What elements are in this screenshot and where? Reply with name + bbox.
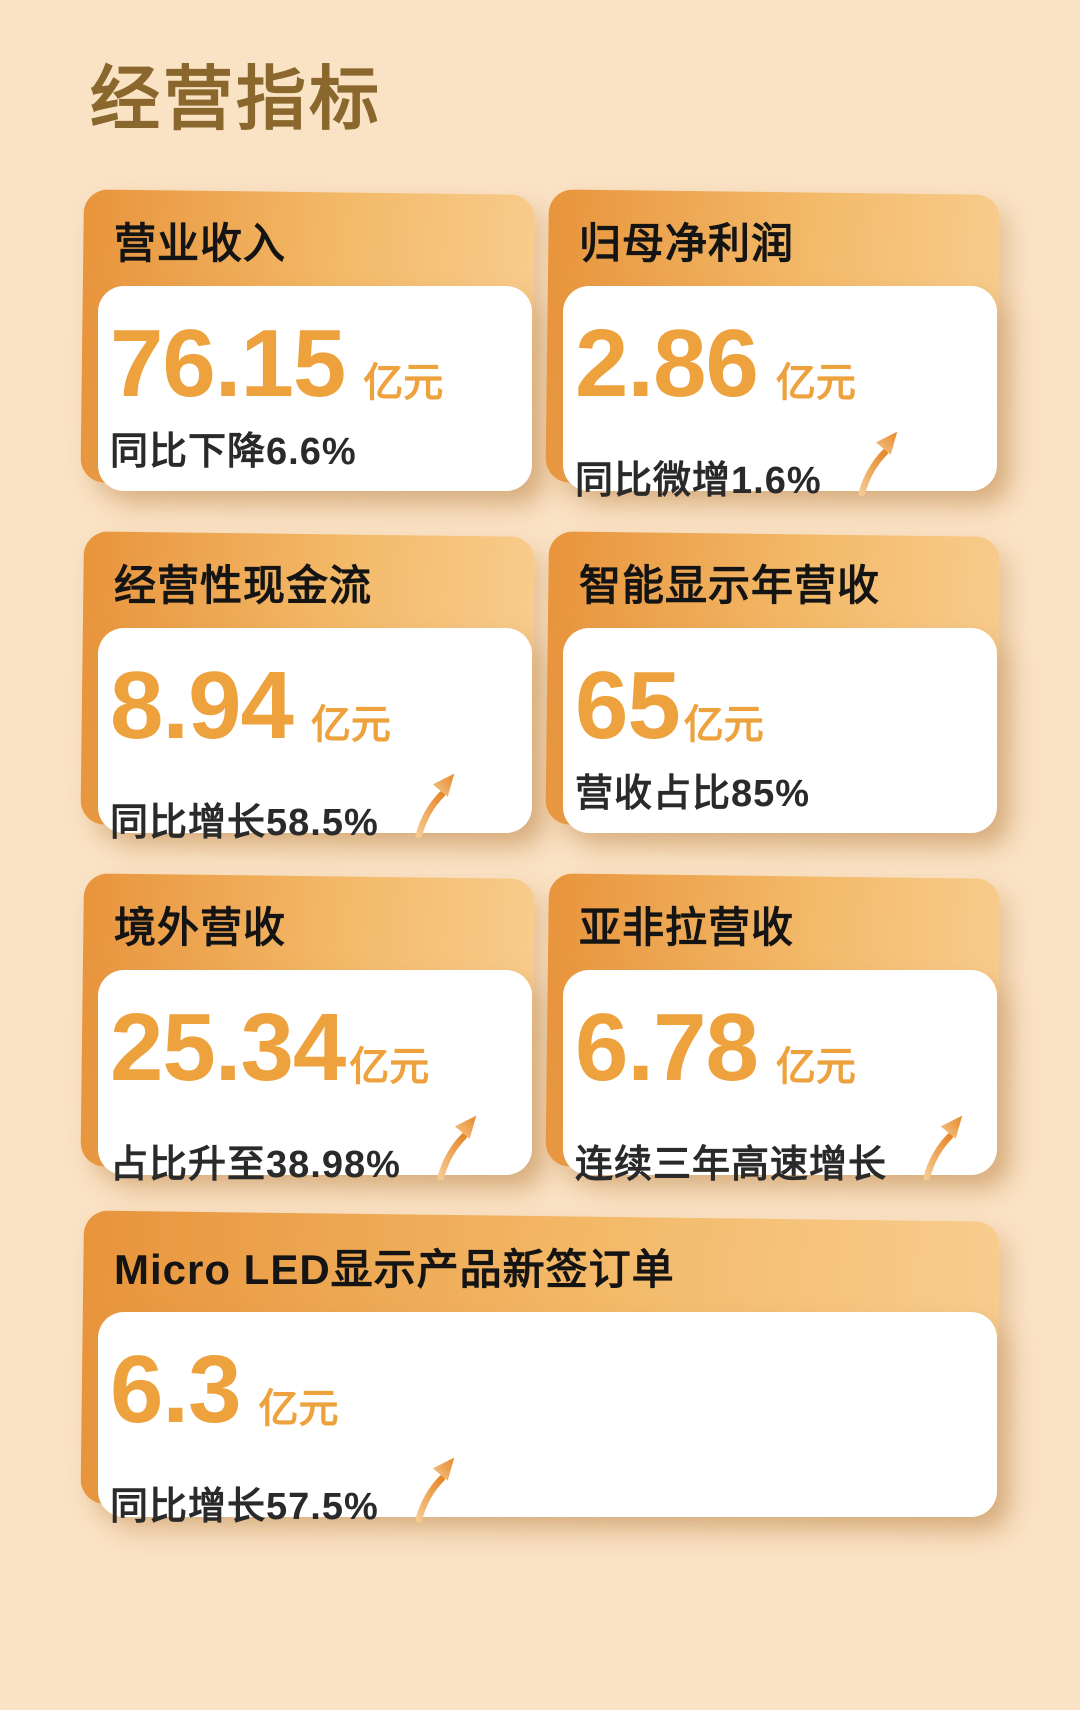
metric-value: 6.78 <box>575 994 759 1102</box>
card-title: 经营性现金流 <box>114 561 373 609</box>
card-body: 2.86 亿元 同比微增1.6% <box>563 286 997 502</box>
metric-unit: 亿元 <box>683 703 764 748</box>
metric-card-micro-led-orders: Micro LED显示产品新签订单 6.3 亿元 同比增长57.5% <box>80 1210 1000 1528</box>
card-header: 归母净利润 <box>563 194 997 286</box>
metric-note: 同比微增1.6% <box>575 459 822 502</box>
up-trend-arrow-icon <box>923 1115 963 1181</box>
metric-note: 同比增长57.5% <box>110 1485 379 1528</box>
card-body: 6.78 亿元 连续三年高速增长 <box>563 970 997 1186</box>
metric-card-operating-cash-flow: 经营性现金流 8.94 亿元 同比增长58.5% <box>80 531 535 844</box>
card-title: 营业收入 <box>114 219 287 267</box>
metric-value-row: 8.94 亿元 <box>110 658 514 754</box>
metric-value: 6.3 <box>110 1336 241 1444</box>
metric-note: 占比升至38.98% <box>110 1143 401 1186</box>
metric-value: 65 <box>575 652 681 760</box>
card-body: 6.3 亿元 同比增长57.5% <box>98 1312 997 1528</box>
card-title: 亚非拉营收 <box>579 903 795 951</box>
metric-note: 同比增长58.5% <box>110 801 379 844</box>
up-trend-arrow-icon <box>437 1115 477 1181</box>
metric-value-row: 65 亿元 <box>575 658 979 754</box>
card-header: 亚非拉营收 <box>563 878 997 970</box>
metric-card-asia-africa-latam-revenue: 亚非拉营收 6.78 亿元 连续三年高速增长 <box>545 873 1000 1186</box>
card-title: 境外营收 <box>114 903 287 951</box>
card-body: 8.94 亿元 同比增长58.5% <box>98 628 532 844</box>
metric-note: 连续三年高速增长 <box>575 1143 888 1186</box>
card-body: 76.15 亿元 同比下降6.6% <box>98 286 532 492</box>
metric-value: 2.86 <box>575 310 759 418</box>
metric-unit: 亿元 <box>310 703 391 748</box>
metric-note-row: 连续三年高速增长 <box>575 1114 979 1188</box>
card-header: 经营性现金流 <box>98 536 532 628</box>
card-header: Micro LED显示产品新签订单 <box>98 1220 997 1312</box>
metric-note-row: 占比升至38.98% <box>110 1114 514 1188</box>
metric-value-row: 6.3 亿元 <box>110 1342 979 1438</box>
metric-unit: 亿元 <box>775 1045 856 1090</box>
metric-note-row: 营收占比85% <box>575 772 979 818</box>
infographic-page: 经营指标 营业收入 76.15 亿元 同比下降6.6% 归母净利润 <box>80 60 1000 1528</box>
metric-note: 营收占比85% <box>575 773 811 816</box>
card-title: 归母净利润 <box>579 219 795 267</box>
metric-card-smart-display-revenue: 智能显示年营收 65 亿元 营收占比85% <box>545 531 1000 834</box>
card-header: 境外营收 <box>98 878 532 970</box>
metric-card-operating-revenue: 营业收入 76.15 亿元 同比下降6.6% <box>80 189 535 492</box>
metric-value: 25.34 <box>110 994 346 1102</box>
metric-unit: 亿元 <box>258 1387 339 1432</box>
metric-value-row: 25.34 亿元 <box>110 1000 514 1096</box>
metric-value-row: 2.86 亿元 <box>575 316 979 412</box>
metric-note-row: 同比微增1.6% <box>575 430 979 504</box>
card-body: 65 亿元 营收占比85% <box>563 628 997 834</box>
metric-note-row: 同比增长57.5% <box>110 1456 979 1530</box>
card-header: 营业收入 <box>98 194 532 286</box>
card-body: 25.34 亿元 占比升至38.98% <box>98 970 532 1186</box>
metric-card-net-profit: 归母净利润 2.86 亿元 同比微增1.6% <box>545 189 1000 502</box>
card-title: Micro LED显示产品新签订单 <box>114 1245 675 1293</box>
metrics-grid: 营业收入 76.15 亿元 同比下降6.6% 归母净利润 2.86 <box>80 189 1000 1528</box>
metric-unit: 亿元 <box>349 1045 430 1090</box>
card-header: 智能显示年营收 <box>563 536 997 628</box>
metric-value: 8.94 <box>110 652 294 760</box>
metric-value-row: 76.15 亿元 <box>110 316 514 412</box>
up-trend-arrow-icon <box>415 773 455 839</box>
metric-note-row: 同比下降6.6% <box>110 430 514 476</box>
metric-note-row: 同比增长58.5% <box>110 772 514 846</box>
metric-card-overseas-revenue: 境外营收 25.34 亿元 占比升至38.98% <box>80 873 535 1186</box>
card-title: 智能显示年营收 <box>579 561 881 609</box>
metric-note: 同比下降6.6% <box>110 431 357 474</box>
metric-unit: 亿元 <box>775 361 856 406</box>
up-trend-arrow-icon <box>858 431 897 497</box>
metric-unit: 亿元 <box>363 361 444 406</box>
metric-value-row: 6.78 亿元 <box>575 1000 979 1096</box>
up-trend-arrow-icon <box>415 1457 455 1523</box>
metric-value: 76.15 <box>110 310 346 418</box>
page-title: 经营指标 <box>90 60 382 138</box>
